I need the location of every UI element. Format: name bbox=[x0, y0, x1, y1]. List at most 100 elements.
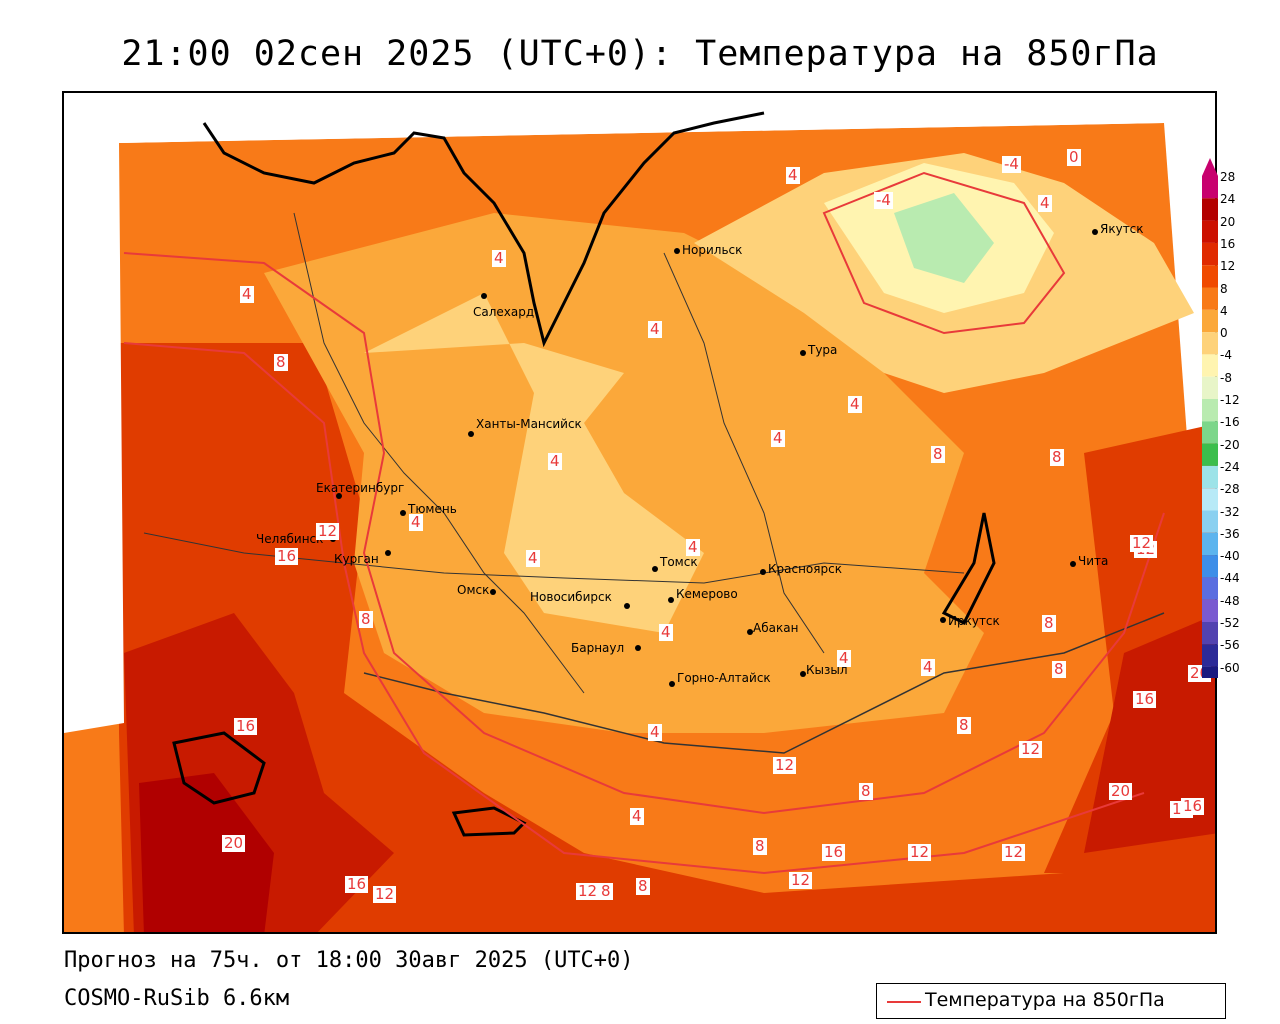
temp-field-12 bbox=[119, 343, 1215, 932]
scale-swatch bbox=[1202, 555, 1218, 578]
temperature-map: Норильск Якутск Салехард Тура Ханты-Манс… bbox=[62, 91, 1217, 934]
scale-swatch bbox=[1202, 287, 1218, 310]
scale-swatch bbox=[1202, 354, 1218, 377]
isoline-label: 4 bbox=[837, 649, 851, 667]
city-label-chita: Чита bbox=[1078, 554, 1109, 568]
scale-label: 0 bbox=[1220, 326, 1228, 341]
isoline-label: 4 bbox=[1038, 194, 1052, 212]
isoline-label: 12 bbox=[1130, 534, 1154, 552]
isoline-label: 8 bbox=[753, 837, 767, 855]
forecast-info: Прогноз на 75ч. от 18:00 30авг 2025 (UTC… bbox=[64, 948, 634, 973]
temp-field-0-4 bbox=[364, 293, 704, 633]
legend-label: Температура на 850гПа bbox=[925, 989, 1165, 1011]
city-label-krasnoyarsk: Красноярск bbox=[768, 562, 842, 576]
isoline-label: -4 bbox=[874, 191, 893, 209]
isoline-label: 4 bbox=[409, 513, 423, 531]
scale-swatch bbox=[1202, 465, 1218, 489]
isoline-label: 8 bbox=[931, 445, 945, 463]
isoline-label: 4 bbox=[648, 320, 662, 338]
isoline-label: 16 bbox=[1133, 690, 1157, 708]
city-dot-abakan bbox=[747, 629, 753, 635]
scale-label: -32 bbox=[1220, 504, 1240, 519]
isoline-label: 8 bbox=[1050, 448, 1064, 466]
city-label-abakan: Абакан bbox=[753, 621, 799, 635]
isoline-label: 8 bbox=[1052, 660, 1066, 678]
scale-swatch bbox=[1202, 421, 1218, 444]
arctic-coastline bbox=[202, 111, 765, 348]
isoline-label: 4 bbox=[548, 452, 562, 470]
city-label-salekhard: Салехард bbox=[473, 305, 535, 319]
scale-label: -60 bbox=[1220, 660, 1240, 675]
city-dot-chita bbox=[1070, 561, 1076, 567]
isoline-label: 4 bbox=[786, 166, 800, 184]
city-label-tomsk: Томск bbox=[660, 555, 698, 569]
isoline-label: 4 bbox=[526, 549, 540, 567]
isoline-label: 8 bbox=[274, 353, 288, 371]
city-label-novosibirsk: Новосибирск bbox=[530, 590, 612, 604]
scale-swatch bbox=[1202, 510, 1218, 533]
isoline-label: 8 bbox=[1042, 614, 1056, 632]
city-label-tura: Тура bbox=[808, 343, 838, 357]
scale-swatch bbox=[1202, 220, 1218, 243]
city-dot-kyzyl bbox=[800, 671, 806, 677]
isoline-label: 12 bbox=[789, 871, 813, 889]
scale-label: 16 bbox=[1220, 236, 1236, 251]
city-dot-tomsk bbox=[652, 566, 658, 572]
scale-label: 4 bbox=[1220, 303, 1228, 318]
scale-label: -40 bbox=[1220, 549, 1240, 564]
isoline-label: 4 bbox=[659, 623, 673, 641]
city-label-ekaterinburg: Екатеринбург bbox=[316, 481, 405, 495]
city-dot-kemerovo bbox=[668, 597, 674, 603]
scale-swatch bbox=[1202, 666, 1218, 678]
isoline-label: 4 bbox=[848, 395, 862, 413]
scale-label: -4 bbox=[1220, 348, 1232, 363]
scale-swatch bbox=[1202, 376, 1218, 399]
city-label-norilsk: Норильск bbox=[682, 243, 743, 257]
baikal-coast bbox=[941, 512, 996, 626]
isoline-label: 16 bbox=[345, 875, 369, 893]
scale-label: 28 bbox=[1220, 170, 1236, 184]
scale-label: -16 bbox=[1220, 415, 1240, 430]
city-label-kemerovo: Кемерово bbox=[676, 587, 738, 601]
scale-label: -56 bbox=[1220, 638, 1240, 653]
city-label-omsk: Омск bbox=[457, 583, 490, 597]
isoline-label: 8 bbox=[957, 716, 971, 734]
scale-swatch bbox=[1202, 176, 1218, 199]
scale-label: -20 bbox=[1220, 437, 1240, 452]
scale-swatch bbox=[1202, 399, 1218, 422]
scale-label: -24 bbox=[1220, 459, 1240, 474]
isoline-label: -4 bbox=[1002, 155, 1021, 173]
isoline-label: 4 bbox=[492, 249, 506, 267]
scale-label: 24 bbox=[1220, 192, 1236, 207]
city-dot-omsk bbox=[490, 589, 496, 595]
city-dot-yakutsk bbox=[1092, 229, 1098, 235]
isoline-label: 20 bbox=[1109, 782, 1133, 800]
isoline-label: 20 bbox=[222, 834, 246, 852]
scale-swatch bbox=[1202, 265, 1218, 288]
isoline-label: 12 bbox=[1002, 843, 1026, 861]
isoline-label: 16 bbox=[822, 843, 846, 861]
temp-field-20 bbox=[139, 773, 274, 932]
scale-top-arrow bbox=[1202, 158, 1218, 176]
city-label-kurgan: Курган bbox=[334, 552, 379, 566]
city-label-tyumen: Тюмень bbox=[408, 502, 457, 516]
city-label-gorno-altaysk: Горно-Алтайск bbox=[677, 671, 771, 685]
city-dot-gorno-altaysk bbox=[669, 681, 675, 687]
isoline-label: 4 bbox=[240, 285, 254, 303]
city-dot-krasnoyarsk bbox=[760, 569, 766, 575]
legend-line-swatch bbox=[887, 1001, 921, 1003]
balkhash-coast bbox=[451, 806, 527, 837]
scale-swatch bbox=[1202, 644, 1218, 667]
scale-label: -44 bbox=[1220, 571, 1240, 586]
city-dot-barnaul bbox=[635, 645, 641, 651]
city-dot-norilsk bbox=[674, 248, 680, 254]
isoline-label: 16 bbox=[234, 717, 258, 735]
legend: Температура на 850гПа bbox=[876, 983, 1226, 1019]
scale-swatch bbox=[1202, 332, 1218, 355]
temperature-scale: 28 24 20 16 12 8 4 0 -4 -8 -12 -16 -20 -24 -28 -32 -36 -4… bbox=[1200, 158, 1280, 678]
city-dot-khanty bbox=[468, 431, 474, 437]
city-dot-salekhard bbox=[481, 293, 487, 299]
scale-label: -48 bbox=[1220, 593, 1240, 608]
scale-label: 12 bbox=[1220, 259, 1236, 274]
scale-swatch bbox=[1202, 532, 1218, 556]
